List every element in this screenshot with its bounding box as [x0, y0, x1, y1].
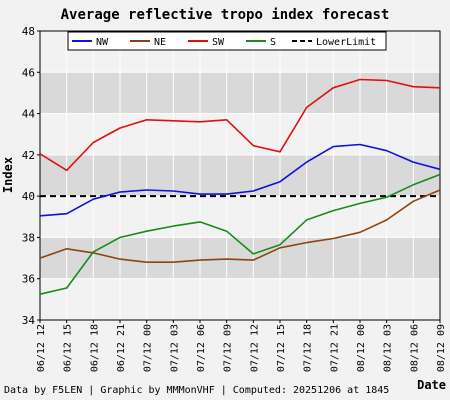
legend-box: [67, 31, 387, 51]
y-tick-label: 40: [22, 190, 35, 203]
y-axis-ticks: 34 36 38 40 42 44 46 48: [22, 25, 40, 327]
x-tick-label: 08/12 06: [409, 324, 420, 372]
x-tick-label: 08/12 03: [383, 324, 394, 372]
x-axis-label: Date: [417, 378, 446, 392]
x-tick-label: 07/12 03: [169, 324, 180, 372]
y-tick-label: 38: [22, 231, 35, 244]
x-tick-label: 07/12 00: [143, 324, 154, 372]
plot-area-border: [39, 30, 441, 321]
band-36: [40, 237, 440, 279]
x-tick-label: 06/12 18: [89, 324, 100, 372]
y-tick-label: 36: [22, 273, 35, 286]
x-tick-label: 08/12 00: [356, 324, 367, 372]
series-line-nw: [39, 143, 441, 217]
y-tick-label: 48: [22, 25, 35, 38]
y-axis-label: Index: [1, 157, 15, 193]
background-bands: [40, 72, 440, 279]
x-tick-label: 07/12 15: [276, 324, 287, 372]
legend-label: NE: [154, 37, 166, 48]
x-tick-label: 06/12 15: [63, 324, 74, 372]
legend: NW NE SW S LowerLimit: [67, 31, 387, 51]
x-tick-label: 06/12 21: [116, 324, 127, 372]
x-tick-label: 07/12 09: [223, 324, 234, 372]
chart-title: Average reflective tropo index forecast: [61, 7, 390, 23]
x-tick-label: 07/12 12: [249, 324, 260, 372]
legend-label: S: [270, 37, 276, 48]
series-layer: [39, 78, 441, 295]
x-tick-label: 08/12 09: [436, 324, 447, 372]
band-40: [40, 154, 440, 197]
series-line-ne: [39, 189, 441, 264]
footer-credits: Data by F5LEN | Graphic by MMMonVHF | Co…: [4, 385, 389, 396]
series-line-sw: [39, 78, 441, 172]
x-tick-label: 06/12 12: [36, 324, 47, 372]
legend-label: SW: [212, 37, 225, 48]
series-line-s: [39, 173, 441, 295]
x-tick-label: 07/12 06: [196, 324, 207, 372]
legend-label: LowerLimit: [316, 37, 376, 48]
legend-label: NW: [96, 37, 109, 48]
y-tick-label: 42: [22, 149, 35, 162]
band-44: [40, 72, 440, 114]
x-tick-label: 07/12 18: [303, 324, 314, 372]
y-tick-label: 34: [22, 314, 36, 327]
y-tick-label: 46: [22, 66, 35, 79]
x-axis-ticks: 06/12 12 06/12 15 06/12 18 06/12 21 07/12 00…: [36, 320, 447, 372]
x-tick-label: 07/12 21: [329, 324, 340, 372]
y-tick-label: 44: [22, 108, 36, 121]
